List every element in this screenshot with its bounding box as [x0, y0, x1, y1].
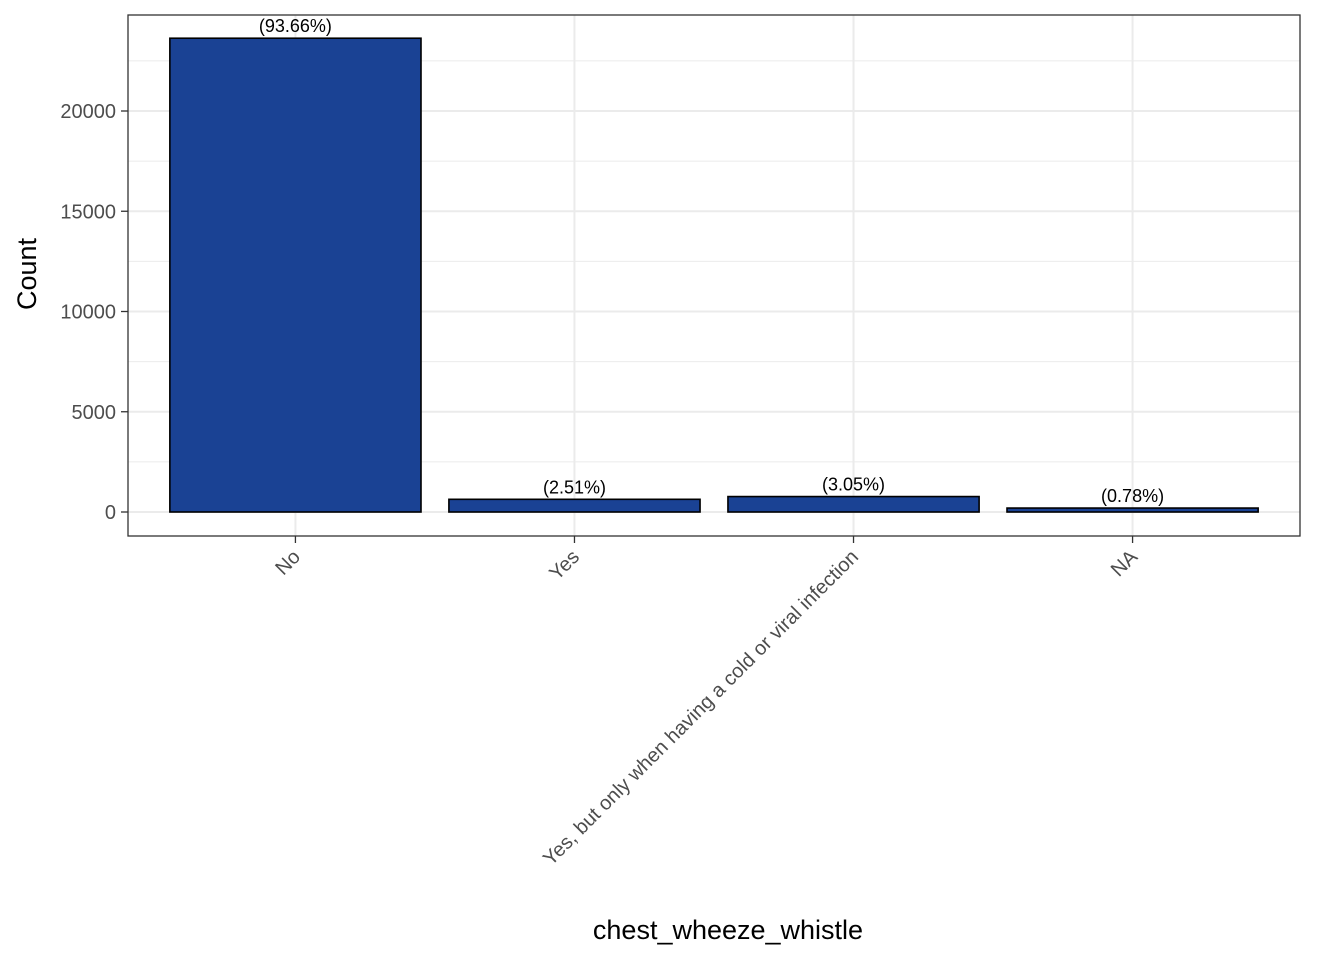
- y-tick-label: 10000: [60, 302, 116, 324]
- bar: [448, 498, 701, 513]
- bar-label: (93.66%): [259, 16, 332, 36]
- x-tick-label: No: [271, 546, 305, 580]
- y-tick-label: 5000: [72, 402, 117, 424]
- bar-label: (0.78%): [1101, 486, 1164, 506]
- bar-labels: (93.66%) (2.51%) (3.05%) (0.78%): [259, 16, 1164, 506]
- y-tick-label: 20000: [60, 101, 116, 123]
- y-tick-label: 15000: [60, 201, 116, 223]
- x-axis-title: chest_wheeze_whistle: [593, 915, 863, 945]
- panel-border: [127, 14, 1301, 537]
- x-tick-label: Yes, but only when having a cold or vira…: [539, 546, 863, 870]
- x-tick-label: Yes: [545, 546, 584, 585]
- bar: [169, 37, 422, 513]
- bars: [169, 37, 1259, 513]
- y-tick-label: 0: [105, 502, 116, 524]
- bar-label: (2.51%): [543, 477, 606, 497]
- bar: [727, 495, 980, 513]
- bar-label: (3.05%): [822, 475, 885, 495]
- y-axis-title: Count: [12, 237, 42, 310]
- bar: [1006, 507, 1259, 513]
- x-tick-label: NA: [1107, 546, 1143, 582]
- y-axis: 0 5000 10000 15000 20000: [60, 101, 128, 524]
